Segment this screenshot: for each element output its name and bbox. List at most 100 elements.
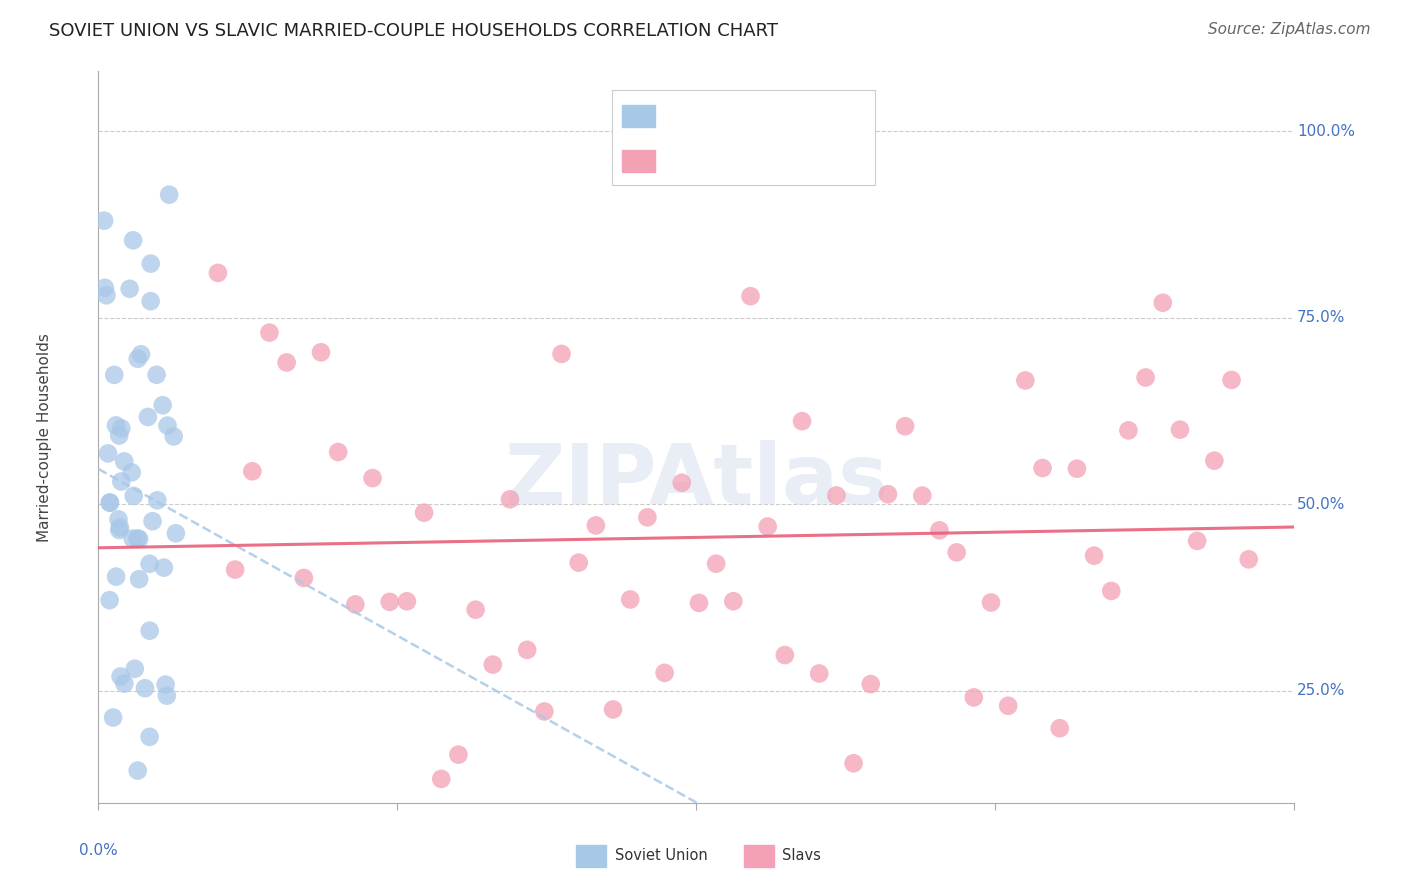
Point [108,520,131,534]
Point [1237,552,1260,566]
Point [1168,423,1191,437]
Text: N = 50: N = 50 [765,108,823,123]
Text: Married-couple Households: Married-couple Households [37,333,52,541]
Point [773,648,796,662]
Point [1083,549,1105,563]
Point [602,702,624,716]
Point [240,464,263,478]
Point [139,294,162,309]
Point [1220,373,1243,387]
Point [963,690,986,705]
Point [499,492,522,507]
Point [128,532,150,546]
Point [134,681,156,696]
Point [344,598,367,612]
Point [723,594,745,608]
Point [516,643,538,657]
Point [980,595,1002,609]
Point [155,677,177,691]
Point [98,496,121,510]
Point [808,666,831,681]
Point [153,560,176,574]
Point [145,368,167,382]
Point [110,421,132,435]
Point [585,518,607,533]
Point [138,730,160,744]
Point [1118,423,1140,437]
Point [447,747,470,762]
Point [859,677,882,691]
Point [550,347,572,361]
Point [121,466,143,480]
Point [704,557,727,571]
Point [108,428,131,442]
Point [112,454,135,468]
Bar [576,846,606,867]
Point [911,489,934,503]
Point [207,266,229,280]
Point [413,506,436,520]
Point [156,418,179,433]
Point [94,281,117,295]
Point [790,414,813,428]
Point [740,289,762,303]
Point [654,665,676,680]
Point [103,368,125,382]
Point [1049,721,1071,735]
Point [122,233,145,247]
Point [93,213,115,227]
Point [104,418,127,433]
Point [1014,374,1036,388]
Point [482,657,505,672]
Point [619,592,641,607]
Point [430,772,453,786]
Point [142,514,165,528]
Point [163,429,186,443]
Text: 75.0%: 75.0% [1298,310,1346,326]
Point [309,345,332,359]
Text: ZIPAtlas: ZIPAtlas [503,441,889,522]
Point [127,532,149,546]
Point [97,446,120,460]
Point [96,288,118,302]
Point [118,282,141,296]
Point [224,563,246,577]
Point [1204,453,1226,467]
Point [1185,533,1208,548]
Point [101,710,124,724]
Point [671,475,693,490]
Point [533,705,555,719]
Text: SOVIET UNION VS SLAVIC MARRIED-COUPLE HOUSEHOLDS CORRELATION CHART: SOVIET UNION VS SLAVIC MARRIED-COUPLE HO… [49,22,778,40]
Point [156,689,179,703]
Point [1135,370,1157,384]
Point [136,409,159,424]
Point [1032,461,1054,475]
Text: 50.0%: 50.0% [1298,497,1346,512]
Point [121,532,143,546]
Point [464,603,486,617]
Point [124,662,146,676]
Point [138,624,160,638]
Point [825,488,848,502]
Point [122,489,145,503]
Point [361,471,384,485]
Text: R = 0.140: R = 0.140 [666,153,742,168]
Point [1152,295,1174,310]
Point [688,596,710,610]
Point [945,545,967,559]
Point [107,512,129,526]
Point [328,445,350,459]
Text: 100.0%: 100.0% [1298,124,1355,138]
Point [276,355,298,369]
Point [108,523,131,537]
Bar [621,105,655,127]
Point [997,698,1019,713]
Point [105,569,128,583]
Point [292,571,315,585]
Text: Soviet Union: Soviet Union [614,848,707,863]
Point [112,676,135,690]
Point [127,351,149,366]
Point [1066,461,1088,475]
Point [128,572,150,586]
Text: Slavs: Slavs [782,848,821,863]
